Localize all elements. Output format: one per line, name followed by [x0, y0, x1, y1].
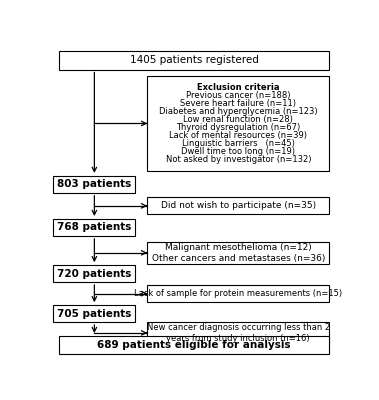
- Bar: [147, 322, 329, 344]
- Bar: [147, 76, 329, 171]
- Bar: [53, 176, 136, 193]
- Text: Lack of mental resources (n=39): Lack of mental resources (n=39): [169, 131, 307, 140]
- Bar: [147, 285, 329, 302]
- Text: Lack of sample for protein measurements (n=15): Lack of sample for protein measurements …: [134, 289, 342, 298]
- Bar: [53, 305, 136, 322]
- Text: Not asked by investigator (n=132): Not asked by investigator (n=132): [166, 155, 311, 164]
- Bar: [53, 265, 136, 282]
- Bar: [147, 242, 329, 264]
- Bar: [53, 219, 136, 236]
- Text: 720 patients: 720 patients: [57, 269, 132, 279]
- Text: Did not wish to participate (n=35): Did not wish to participate (n=35): [161, 201, 316, 210]
- Text: Low renal function (n=28): Low renal function (n=28): [183, 115, 293, 124]
- Text: Diabetes and hyperglycemia (n=123): Diabetes and hyperglycemia (n=123): [159, 107, 318, 116]
- Text: Thyroid dysregulation (n=67): Thyroid dysregulation (n=67): [176, 123, 301, 132]
- Text: 803 patients: 803 patients: [57, 179, 132, 189]
- Text: Severe heart failure (n=11): Severe heart failure (n=11): [180, 99, 296, 108]
- Text: 768 patients: 768 patients: [57, 222, 132, 232]
- Text: Linguistic barriers   (n=45): Linguistic barriers (n=45): [182, 139, 295, 148]
- Bar: [59, 336, 329, 354]
- Text: 705 patients: 705 patients: [57, 309, 132, 319]
- Bar: [59, 51, 329, 70]
- Text: Malignant mesothelioma (n=12)
Other cancers and metastases (n=36): Malignant mesothelioma (n=12) Other canc…: [152, 243, 325, 262]
- Text: New cancer diagnosis occurring less than 2
years from study inclusion (n=16): New cancer diagnosis occurring less than…: [147, 323, 330, 342]
- Text: 1405 patients registered: 1405 patients registered: [130, 55, 259, 65]
- Text: Dwell time too long (n=19): Dwell time too long (n=19): [181, 147, 295, 156]
- Bar: [147, 197, 329, 214]
- Text: 689 patients eligible for analysis: 689 patients eligible for analysis: [97, 340, 291, 350]
- Text: Exclusion criteria: Exclusion criteria: [197, 83, 280, 92]
- Text: Previous cancer (n=188): Previous cancer (n=188): [186, 91, 291, 100]
